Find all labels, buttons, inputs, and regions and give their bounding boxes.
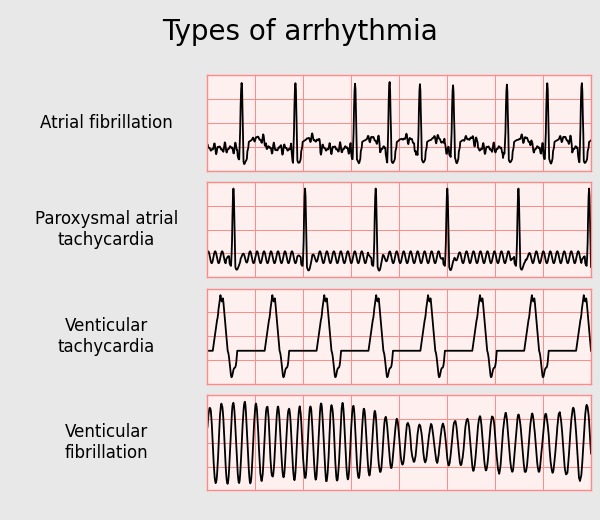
Text: Paroxysmal atrial
tachycardia: Paroxysmal atrial tachycardia	[35, 210, 178, 249]
Text: Atrial fibrillation: Atrial fibrillation	[40, 114, 173, 132]
Text: Venticular
fibrillation: Venticular fibrillation	[65, 423, 148, 462]
Text: Venticular
tachycardia: Venticular tachycardia	[58, 317, 155, 356]
Text: Types of arrhythmia: Types of arrhythmia	[162, 18, 438, 46]
